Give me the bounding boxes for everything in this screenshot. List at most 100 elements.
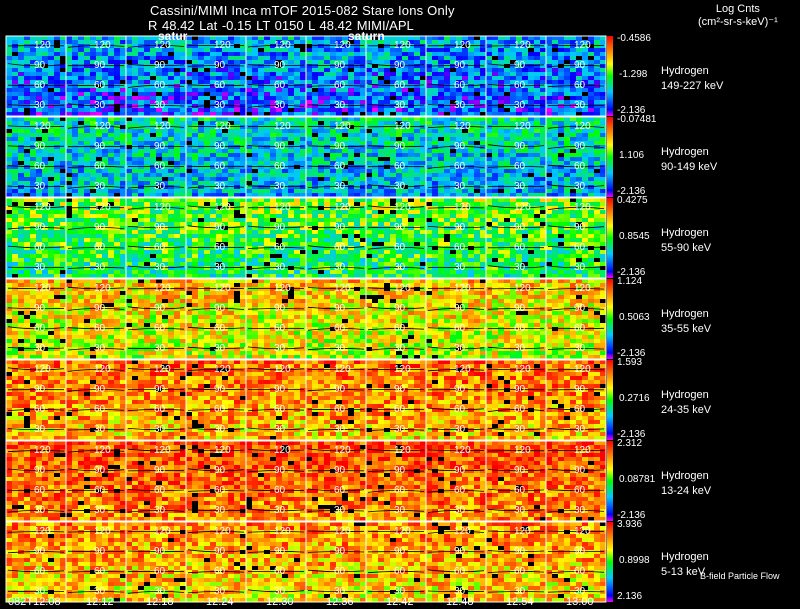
heatmap-cell: [264, 52, 270, 56]
heatmap-cell: [558, 185, 564, 189]
heatmap-cell: [186, 173, 192, 177]
heatmap-cell: [282, 121, 288, 125]
heatmap-cell: [48, 137, 54, 141]
heatmap-cell: [396, 210, 402, 214]
heatmap-cell: [432, 52, 438, 56]
heatmap-cell: [558, 112, 564, 116]
heatmap-cell: [396, 169, 402, 173]
heatmap-cell: [24, 76, 30, 80]
heatmap-cell: [504, 210, 510, 214]
heatmap-cell: [144, 92, 150, 96]
heatmap-cell: [492, 64, 498, 68]
heatmap-cell: [384, 149, 390, 153]
heatmap-cell: [444, 36, 450, 40]
heatmap-cell: [342, 210, 348, 214]
heatmap-cell: [414, 52, 420, 56]
heatmap-cell: [300, 198, 306, 202]
heatmap-cell: [552, 112, 558, 116]
heatmap-cell: [540, 52, 546, 56]
heatmap-cell: [186, 153, 192, 157]
heatmap-cell: [438, 226, 444, 230]
heatmap-cell: [384, 157, 390, 161]
heatmap-cell: [414, 60, 420, 64]
heatmap-cell: [96, 157, 102, 161]
heatmap-cell: [126, 112, 132, 116]
heatmap-cell: [510, 218, 516, 222]
heatmap-cell: [486, 52, 492, 56]
heatmap-cell: [162, 112, 168, 116]
heatmap-cell: [156, 218, 162, 222]
heatmap-cell: [588, 189, 594, 193]
heatmap-cell: [312, 100, 318, 104]
heatmap-cell: [498, 84, 504, 88]
heatmap-cell: [570, 60, 576, 64]
heatmap-cell: [138, 222, 144, 226]
heatmap-cell: [246, 198, 252, 202]
heatmap-cell: [504, 88, 510, 92]
heatmap-cell: [204, 230, 210, 234]
heatmap-cell: [570, 129, 576, 133]
heatmap-cell: [60, 157, 66, 161]
heatmap-cell: [120, 129, 126, 133]
heatmap-cell: [78, 173, 84, 177]
heatmap-cell: [336, 153, 342, 157]
heatmap-cell: [348, 52, 354, 56]
heatmap-cell: [426, 202, 432, 206]
heatmap-cell: [132, 189, 138, 193]
heatmap-cell: [456, 48, 462, 52]
heatmap-cell: [264, 80, 270, 84]
heatmap-cell: [354, 56, 360, 60]
heatmap-cell: [144, 76, 150, 80]
heatmap-cell: [486, 88, 492, 92]
heatmap-cell: [36, 157, 42, 161]
heatmap-cell: [204, 108, 210, 112]
heatmap-cell: [354, 149, 360, 153]
heatmap-cell: [108, 206, 114, 210]
heatmap-cell: [288, 44, 294, 48]
heatmap-cell: [108, 210, 114, 214]
heatmap-cell: [516, 76, 522, 80]
heatmap-cell: [108, 36, 114, 40]
heatmap-cell: [36, 68, 42, 72]
heatmap-cell: [126, 80, 132, 84]
heatmap-cell: [372, 84, 378, 88]
heatmap-cell: [180, 153, 186, 157]
heatmap-cell: [336, 108, 342, 112]
heatmap-cell: [6, 56, 12, 60]
heatmap-cell: [480, 230, 486, 234]
heatmap-cell: [552, 189, 558, 193]
heatmap-cell: [198, 222, 204, 226]
heatmap-cell: [18, 177, 24, 181]
heatmap-cell: [378, 52, 384, 56]
heatmap-cell: [126, 48, 132, 52]
heatmap-cell: [216, 202, 222, 206]
heatmap-cell: [198, 206, 204, 210]
heatmap-cell: [564, 173, 570, 177]
heatmap-cell: [378, 133, 384, 137]
heatmap-cell: [414, 153, 420, 157]
heatmap-cell: [462, 133, 468, 137]
heatmap-cell: [126, 108, 132, 112]
heatmap-cell: [306, 72, 312, 76]
heatmap-cell: [474, 84, 480, 88]
heatmap-cell: [372, 145, 378, 149]
heatmap-cell: [120, 104, 126, 108]
heatmap-cell: [438, 121, 444, 125]
heatmap-cell: [66, 210, 72, 214]
heatmap-cell: [366, 80, 372, 84]
heatmap-cell: [192, 72, 198, 76]
heatmap-cell: [366, 112, 372, 116]
heatmap-cell: [138, 68, 144, 72]
heatmap-cell: [546, 137, 552, 141]
heatmap-cell: [534, 104, 540, 108]
heatmap-cell: [336, 100, 342, 104]
heatmap-cell: [228, 108, 234, 112]
heatmap-cell: [480, 68, 486, 72]
heatmap-cell: [180, 234, 186, 238]
heatmap-cell: [240, 161, 246, 165]
heatmap-cell: [42, 129, 48, 133]
heatmap-cell: [540, 161, 546, 165]
heatmap-cell: [450, 76, 456, 80]
heatmap-cell: [60, 185, 66, 189]
heatmap-cell: [486, 48, 492, 52]
